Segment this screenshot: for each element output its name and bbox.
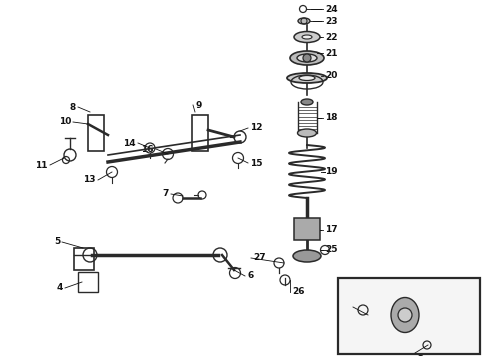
Ellipse shape xyxy=(302,35,312,39)
Ellipse shape xyxy=(299,76,315,81)
Text: 7: 7 xyxy=(163,189,169,198)
Text: 26: 26 xyxy=(292,288,304,297)
Ellipse shape xyxy=(298,18,310,24)
Text: 10: 10 xyxy=(59,117,71,126)
Circle shape xyxy=(303,54,311,62)
Ellipse shape xyxy=(297,129,317,137)
Text: 9: 9 xyxy=(195,100,201,109)
Text: 24: 24 xyxy=(325,4,338,13)
Text: 3: 3 xyxy=(417,348,423,357)
Text: 15: 15 xyxy=(250,158,263,167)
Text: 12: 12 xyxy=(250,123,263,132)
Text: 6: 6 xyxy=(247,271,253,280)
Ellipse shape xyxy=(287,73,327,83)
Text: 11: 11 xyxy=(35,161,48,170)
Ellipse shape xyxy=(297,54,317,62)
Text: 13: 13 xyxy=(83,175,96,184)
Text: 25: 25 xyxy=(325,246,338,255)
Bar xyxy=(338,278,480,354)
Text: 20: 20 xyxy=(325,72,338,81)
Bar xyxy=(294,218,320,240)
Bar xyxy=(192,115,208,151)
Text: 18: 18 xyxy=(325,113,338,122)
Bar xyxy=(88,115,104,151)
Text: 17: 17 xyxy=(325,225,338,234)
Ellipse shape xyxy=(294,31,320,42)
Text: 16: 16 xyxy=(142,144,154,153)
Ellipse shape xyxy=(301,99,313,105)
Text: 19: 19 xyxy=(325,167,338,176)
Bar xyxy=(74,248,94,270)
Text: 4: 4 xyxy=(57,284,63,292)
Text: 27: 27 xyxy=(253,253,266,262)
Text: 22: 22 xyxy=(325,32,338,41)
Circle shape xyxy=(398,308,412,322)
Ellipse shape xyxy=(391,297,419,333)
Bar xyxy=(78,272,98,292)
Text: 2: 2 xyxy=(345,302,351,311)
Text: 5: 5 xyxy=(54,238,60,247)
Text: 8: 8 xyxy=(70,103,76,112)
Text: 21: 21 xyxy=(325,49,338,58)
Text: 23: 23 xyxy=(325,17,338,26)
Ellipse shape xyxy=(290,51,324,65)
Text: 14: 14 xyxy=(123,139,136,148)
Ellipse shape xyxy=(293,250,321,262)
